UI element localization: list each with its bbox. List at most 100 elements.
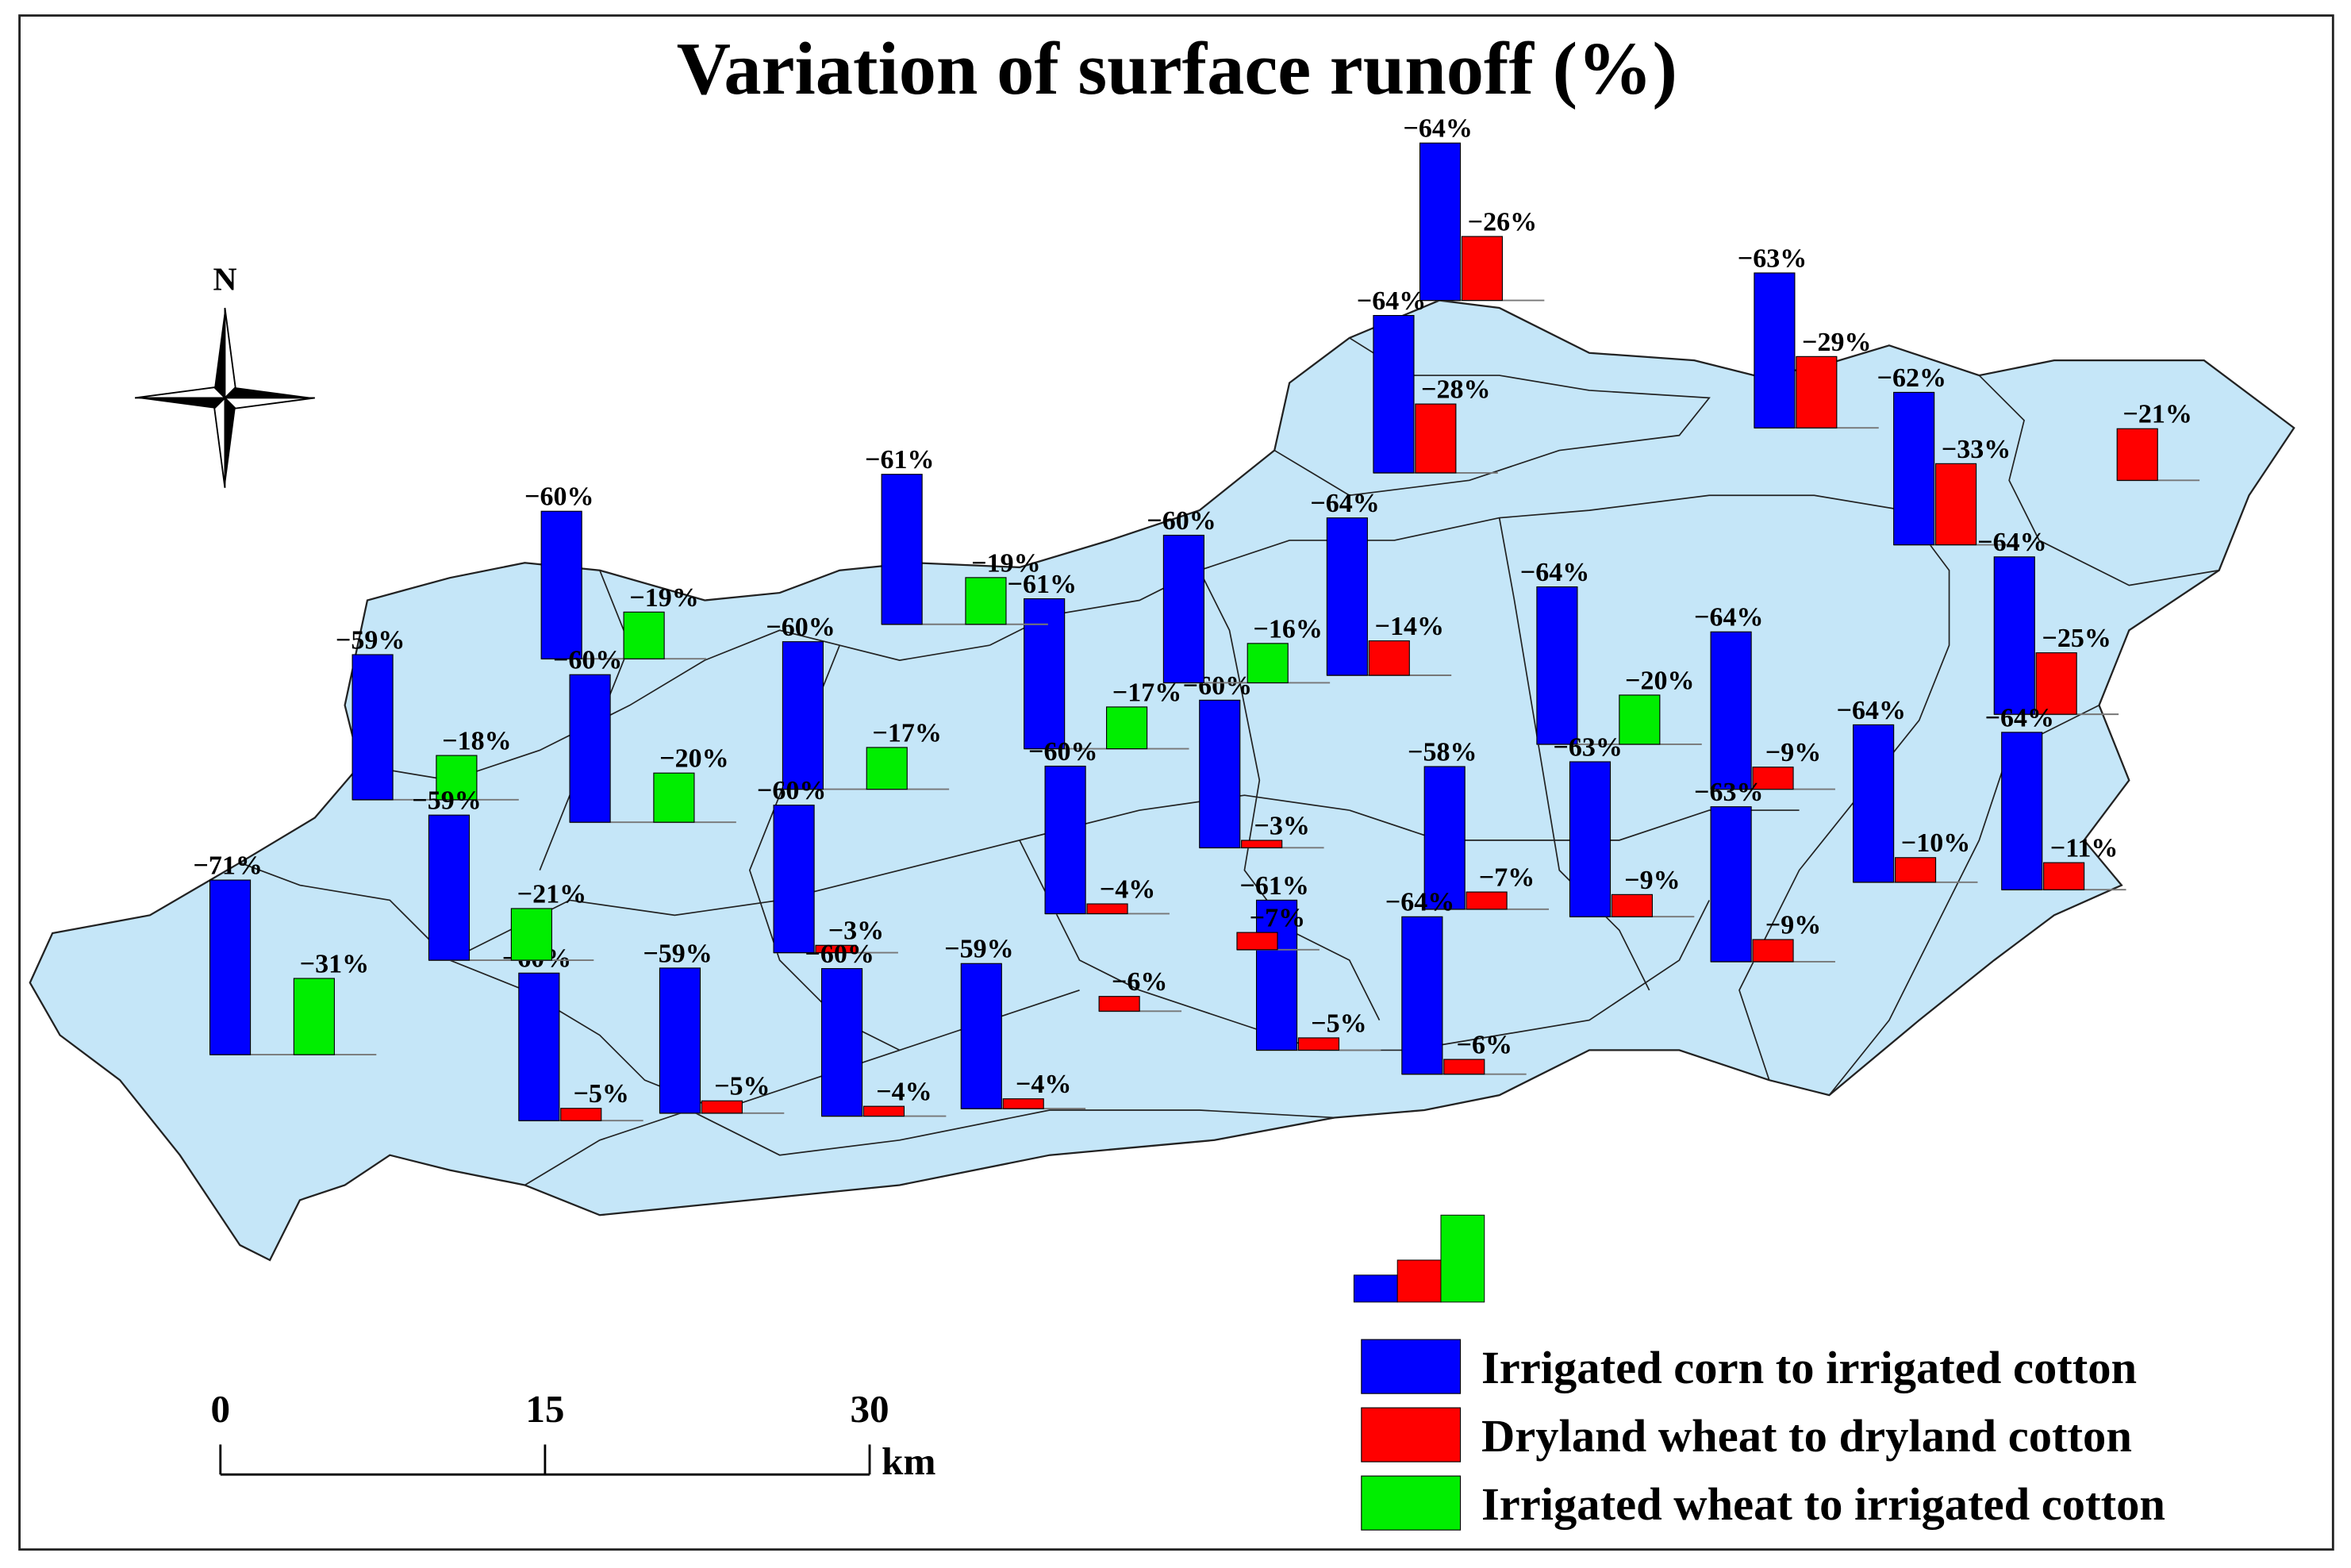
bar <box>1162 534 1204 684</box>
bar <box>960 963 1002 1109</box>
value-label: −60% <box>524 482 594 512</box>
value-label: −19% <box>971 548 1040 578</box>
bar <box>1415 403 1457 474</box>
bar <box>815 944 857 954</box>
value-label: −3% <box>1254 811 1309 840</box>
bar <box>866 747 908 790</box>
value-label: −71% <box>194 851 263 880</box>
value-label: −33% <box>1942 435 2011 464</box>
value-label: −6% <box>1457 1030 1512 1059</box>
bar <box>623 611 665 659</box>
bar <box>1024 598 1066 750</box>
bar <box>1368 640 1410 676</box>
value-label: −63% <box>1694 778 1763 807</box>
bar <box>1993 556 2035 715</box>
bar <box>1297 1037 1340 1051</box>
bar <box>1326 517 1368 676</box>
value-label: −64% <box>1310 489 1379 518</box>
value-label: −59% <box>412 786 481 816</box>
legend-label: Dryland wheat to dryland cotton <box>1481 1410 2132 1462</box>
scale-unit: km <box>882 1439 935 1483</box>
value-label: −63% <box>1738 244 1807 273</box>
value-label: −60% <box>1147 506 1216 536</box>
bar <box>1255 899 1298 1051</box>
bar <box>820 968 863 1117</box>
value-label: −14% <box>1375 612 1444 641</box>
bar <box>1002 1098 1044 1109</box>
bar <box>701 1100 743 1114</box>
north-label: N <box>213 260 236 297</box>
value-label: −61% <box>1008 570 1077 599</box>
value-label: −9% <box>1624 866 1680 895</box>
value-label: −60% <box>757 776 826 805</box>
value-label: −4% <box>876 1078 932 1107</box>
bar <box>862 1105 905 1117</box>
bar <box>518 972 560 1121</box>
value-label: −3% <box>828 917 884 946</box>
bar <box>2001 732 2043 890</box>
bar <box>1710 806 1752 963</box>
value-label: −5% <box>1311 1009 1366 1038</box>
bar <box>965 577 1007 625</box>
bar <box>1754 272 1796 429</box>
bar <box>351 654 394 801</box>
value-label: −25% <box>2042 624 2111 653</box>
value-label: −9% <box>1765 910 1821 940</box>
bar <box>1461 236 1504 302</box>
value-label: −64% <box>1977 528 2046 557</box>
bar <box>2043 862 2085 890</box>
bar <box>773 805 815 954</box>
value-label: −64% <box>1520 558 1589 587</box>
value-label: −64% <box>1837 696 1906 725</box>
bar <box>1401 916 1443 1075</box>
value-label: −29% <box>1802 328 1871 357</box>
bar <box>1894 857 1937 883</box>
legend-swatch <box>1361 1339 1462 1394</box>
bar <box>1106 706 1148 750</box>
value-label: −64% <box>1985 703 2054 732</box>
value-label: −5% <box>714 1072 770 1101</box>
scale-label: 15 <box>525 1387 564 1431</box>
value-label: −9% <box>1765 738 1821 767</box>
legend-icon <box>1353 1214 1485 1303</box>
value-label: −21% <box>2123 400 2192 429</box>
bar <box>569 674 611 823</box>
value-label: −64% <box>1385 888 1454 917</box>
value-label: −61% <box>1240 871 1309 901</box>
frame <box>18 14 2334 1551</box>
value-label: −59% <box>336 625 405 655</box>
bar <box>1443 1059 1485 1075</box>
title: Variation of surface runoff (%) <box>677 28 1677 110</box>
bar <box>881 474 923 625</box>
value-label: −60% <box>1028 737 1097 767</box>
bar <box>540 510 582 659</box>
bar <box>1423 766 1466 910</box>
value-label: −64% <box>1694 603 1763 632</box>
bar <box>659 967 701 1114</box>
bar <box>2035 652 2077 715</box>
value-label: −6% <box>1112 967 1167 997</box>
value-label: −64% <box>1357 286 1426 316</box>
value-label: −26% <box>1468 207 1537 236</box>
bar <box>1419 142 1462 302</box>
bar <box>560 1108 602 1121</box>
value-label: −10% <box>1901 828 1970 858</box>
bar <box>1752 939 1794 963</box>
value-label: −59% <box>944 935 1013 964</box>
value-label: −4% <box>1100 875 1155 905</box>
bar <box>1619 694 1661 745</box>
bar <box>1373 314 1415 474</box>
value-label: −5% <box>574 1079 629 1109</box>
value-label: −59% <box>643 939 712 968</box>
value-label: −61% <box>865 445 934 475</box>
bar <box>209 879 252 1055</box>
north-arrow <box>134 307 315 488</box>
bar <box>1710 631 1752 790</box>
bar <box>1044 765 1086 915</box>
value-label: −60% <box>805 940 874 969</box>
value-label: −28% <box>1421 375 1490 405</box>
bar <box>782 641 824 790</box>
bar <box>1934 463 1977 546</box>
value-label: −60% <box>553 646 622 675</box>
